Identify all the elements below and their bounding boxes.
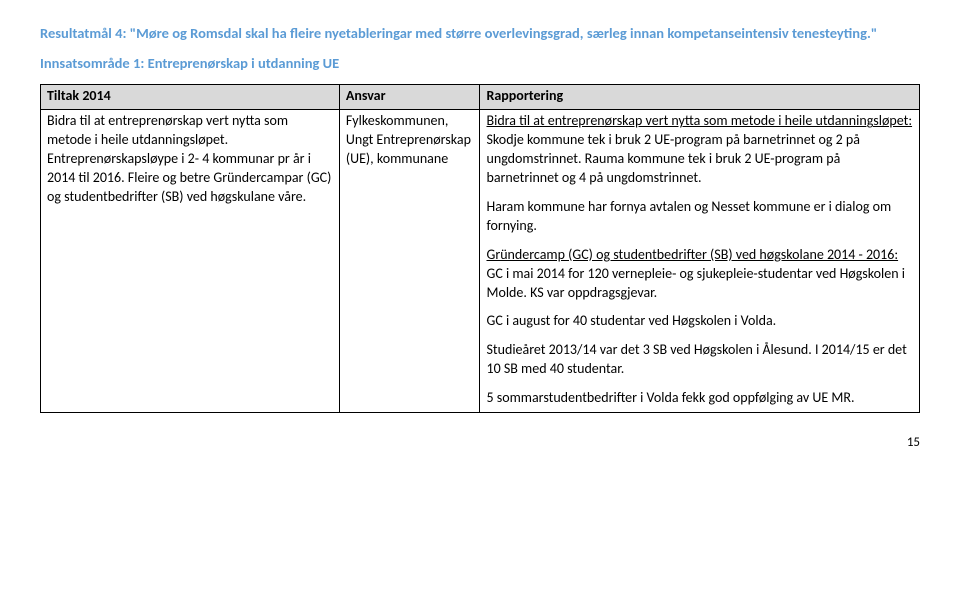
rapportering-p1: Bidra til at entreprenørskap vert nytta … bbox=[486, 112, 913, 188]
rapportering-p5: Studieåret 2013/14 var det 3 SB ved Høgs… bbox=[486, 341, 913, 379]
rapportering-p6: 5 sommarstudentbedrifter i Volda fekk go… bbox=[486, 389, 913, 408]
rapportering-p1-underline: Bidra til at entreprenørskap vert nytta … bbox=[486, 112, 912, 129]
cell-ansvar: Fylkeskommunen, Ungt Entreprenørskap (UE… bbox=[339, 110, 480, 413]
page-number: 15 bbox=[40, 435, 920, 450]
col-header-rapportering: Rapportering bbox=[480, 84, 920, 110]
rapportering-p2: Haram kommune har fornya avtalen og Ness… bbox=[486, 198, 913, 236]
table-header-row: Tiltak 2014 Ansvar Rapportering bbox=[41, 84, 920, 110]
rapportering-p3-rest: GC i mai 2014 for 120 vernepleie- og sju… bbox=[486, 265, 904, 301]
col-header-tiltak: Tiltak 2014 bbox=[41, 84, 340, 110]
table-row: Bidra til at entreprenørskap vert nytta … bbox=[41, 110, 920, 413]
rapportering-p3-underline: Gründercamp (GC) og studentbedrifter (SB… bbox=[486, 246, 898, 263]
measures-table: Tiltak 2014 Ansvar Rapportering Bidra ti… bbox=[40, 84, 920, 413]
rapportering-p3: Gründercamp (GC) og studentbedrifter (SB… bbox=[486, 246, 913, 303]
rapportering-p1-rest: Skodje kommune tek i bruk 2 UE-program p… bbox=[486, 131, 860, 186]
cell-rapportering: Bidra til at entreprenørskap vert nytta … bbox=[480, 110, 920, 413]
col-header-ansvar: Ansvar bbox=[339, 84, 480, 110]
result-goal-heading: Resultatmål 4: "Møre og Romsdal skal ha … bbox=[40, 24, 920, 44]
cell-tiltak: Bidra til at entreprenørskap vert nytta … bbox=[41, 110, 340, 413]
focus-area-subheading: Innsatsområde 1: Entreprenørskap i utdan… bbox=[40, 54, 920, 72]
rapportering-p4: GC i august for 40 studentar ved Høgskol… bbox=[486, 312, 913, 331]
